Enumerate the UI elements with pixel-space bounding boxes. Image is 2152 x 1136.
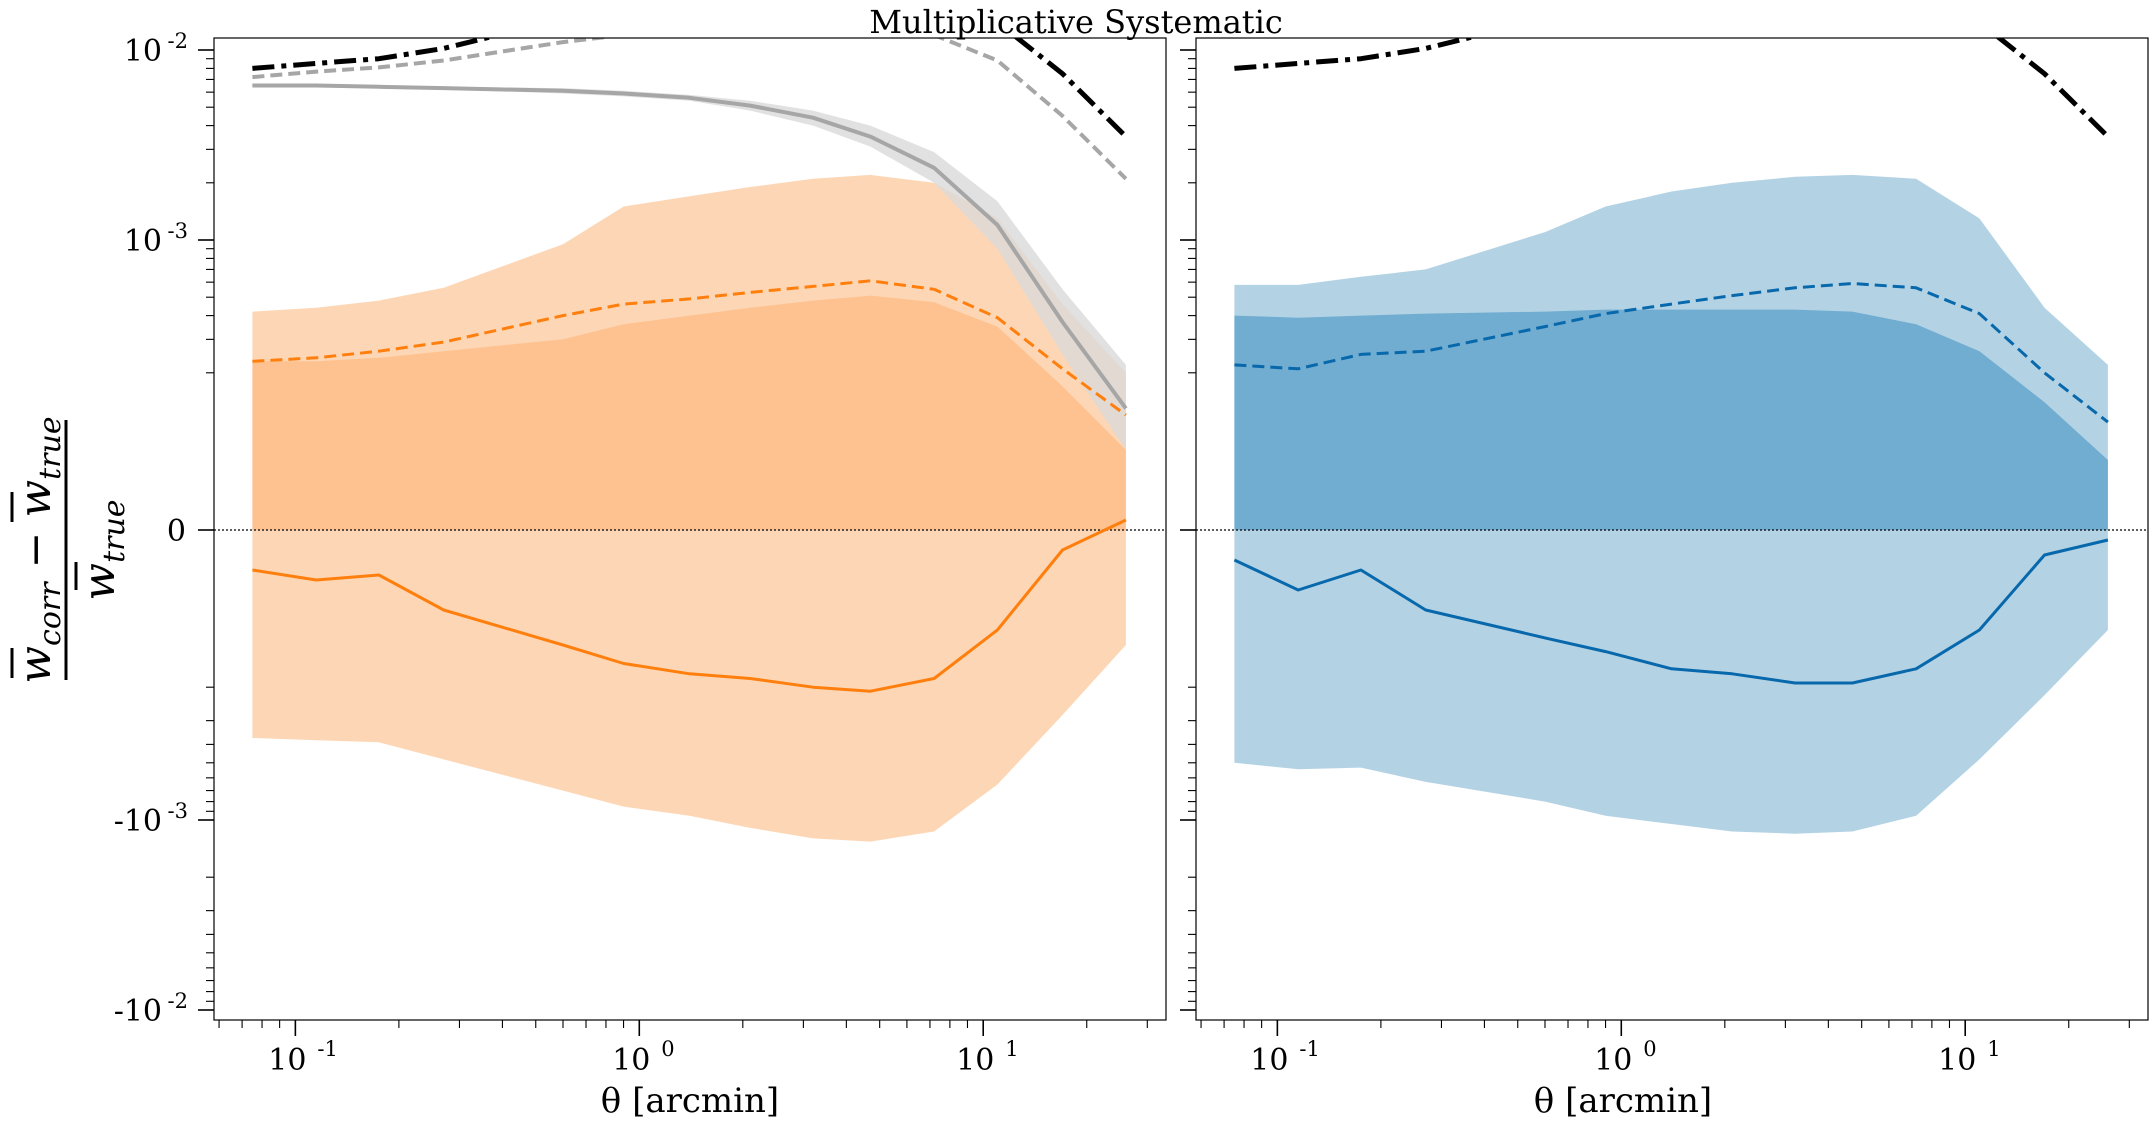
x-tick-label: 10 bbox=[1594, 1043, 1632, 1078]
y-tick-label-exponent: -3 bbox=[168, 799, 188, 823]
axes-frame bbox=[1195, 37, 2149, 1021]
plot-area bbox=[214, 38, 1166, 842]
x-tick-label-exponent: 0 bbox=[661, 1037, 674, 1061]
x-axis: 10 -1 10 0 10 1 bbox=[1200, 1020, 2130, 1078]
x-tick-label: 10 bbox=[612, 1043, 650, 1078]
right-panel: 10 -1 10 0 10 1 bbox=[1180, 37, 2149, 1078]
x-axis-label-right: θ [arcmin] bbox=[1534, 1081, 1712, 1121]
subscript: corr bbox=[33, 581, 68, 646]
y-tick-label: 10 bbox=[124, 224, 162, 259]
y-label-numerator: wcorr − wtrue bbox=[10, 416, 68, 683]
y-tick-label-exponent: -3 bbox=[168, 219, 188, 243]
gray-dashed-line bbox=[252, 38, 1128, 181]
figure-title: Multiplicative Systematic bbox=[869, 3, 1283, 41]
y-tick-label-exponent: -2 bbox=[168, 989, 188, 1013]
minus: − w bbox=[10, 480, 61, 583]
x-axis-label-left: θ [arcmin] bbox=[601, 1081, 779, 1121]
blue-dashed-line bbox=[1234, 282, 2109, 424]
x-tick-label: 10 bbox=[268, 1043, 306, 1078]
axes-frame bbox=[213, 37, 1167, 1021]
x-tick-label: 10 bbox=[1250, 1043, 1288, 1078]
subscript: true bbox=[33, 416, 68, 479]
y-axis bbox=[1180, 49, 1196, 1011]
orange-dashed-line bbox=[252, 279, 1127, 417]
x-tick-label-exponent: 1 bbox=[1987, 1037, 2000, 1061]
y-tick-label: 0 bbox=[167, 514, 186, 549]
subscript: true bbox=[97, 499, 132, 562]
x-tick-label-exponent: -1 bbox=[317, 1037, 337, 1061]
x-tick-label-exponent: 1 bbox=[1005, 1037, 1018, 1061]
blue_dark_band-band bbox=[1234, 309, 2108, 530]
gray-solid-line bbox=[252, 83, 1128, 410]
y-label-denominator: wtrue bbox=[74, 499, 132, 600]
x-tick-label: 10 bbox=[1938, 1043, 1976, 1078]
orange-solid-line bbox=[252, 518, 1127, 693]
black-dashdot-line bbox=[252, 38, 1128, 139]
x-tick-label-exponent: -1 bbox=[1299, 1037, 1319, 1061]
y-tick-label: -10 bbox=[114, 804, 162, 839]
y-tick-label-exponent: -2 bbox=[168, 29, 188, 53]
y-tick-label: -10 bbox=[114, 994, 162, 1029]
y-tick-label: 10 bbox=[124, 34, 162, 69]
black-dashdot-line bbox=[1234, 38, 2110, 139]
x-tick-label: 10 bbox=[956, 1043, 994, 1078]
plot-area bbox=[1196, 38, 2148, 834]
blue-solid-line bbox=[1233, 538, 2109, 685]
x-tick-label-exponent: 0 bbox=[1643, 1037, 1656, 1061]
orange_dark_band-band bbox=[252, 295, 1126, 530]
x-axis: 10 -1 10 0 10 1 bbox=[218, 1020, 1148, 1078]
